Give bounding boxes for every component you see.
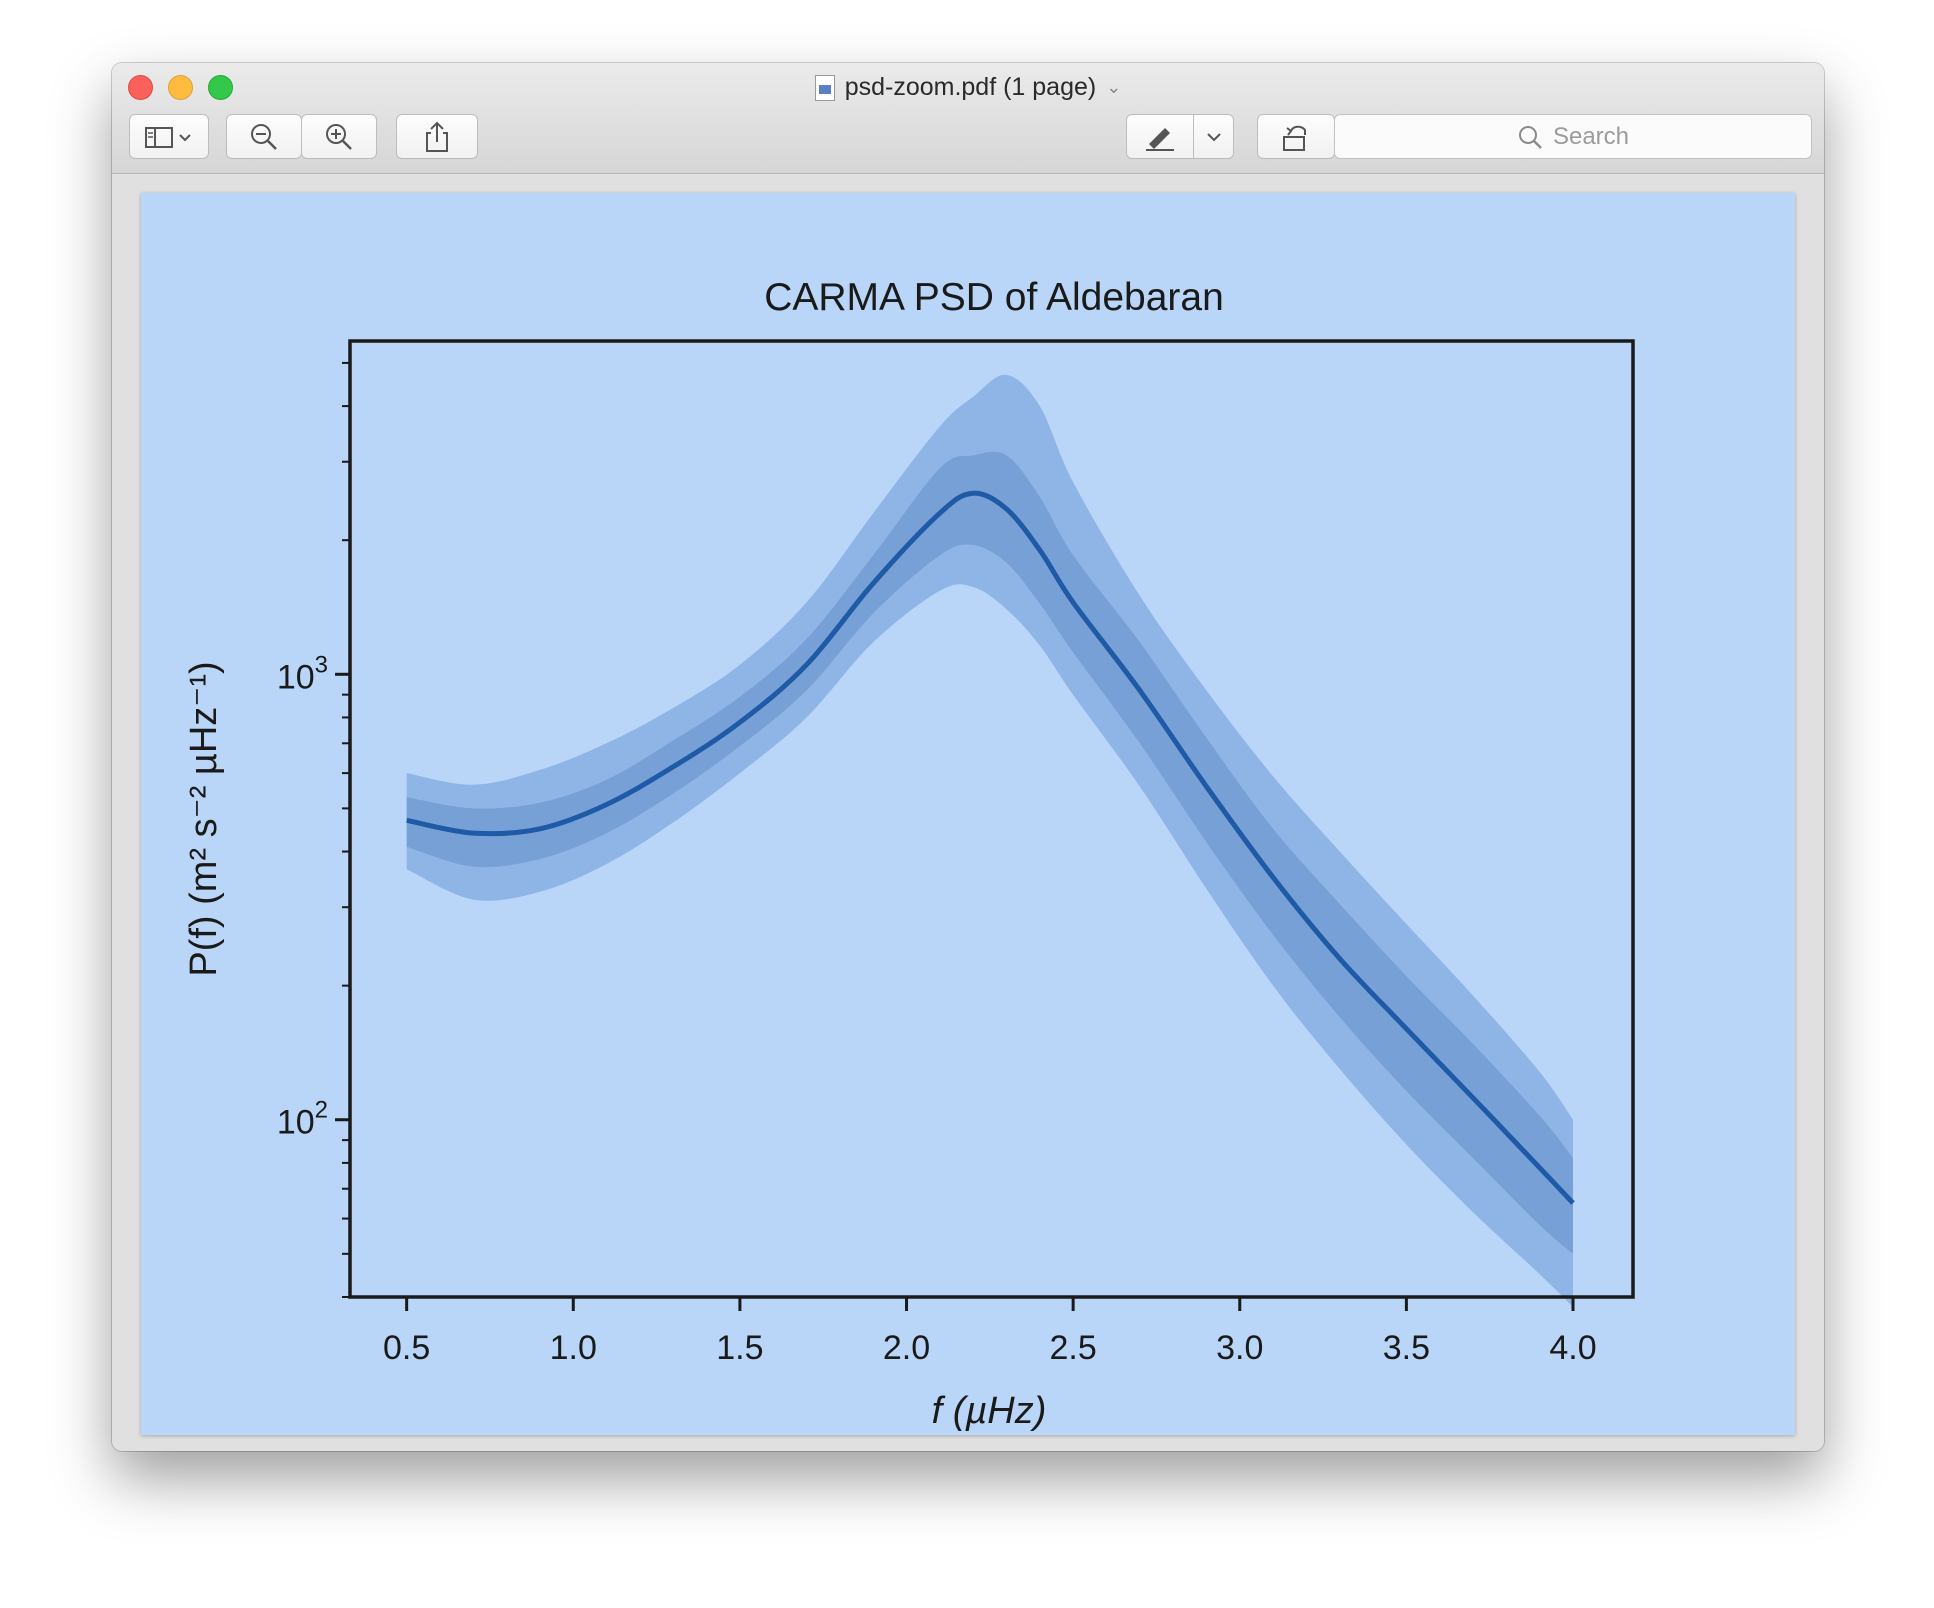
zoom-window-button[interactable] bbox=[208, 75, 233, 100]
share-button[interactable] bbox=[396, 114, 478, 159]
search-placeholder: Search bbox=[1552, 122, 1630, 150]
x-tick-label: 2.5 bbox=[1050, 1329, 1097, 1367]
pdf-page: CARMA PSD of Aldebaran 0.5 1.0 1.5 2.0 2.5 3.… bbox=[141, 193, 1795, 1435]
minimize-button[interactable] bbox=[168, 75, 193, 100]
x-tick-label: 3.5 bbox=[1383, 1329, 1430, 1367]
x-tick-label: 0.5 bbox=[383, 1329, 430, 1367]
sidebar-button[interactable] bbox=[129, 114, 209, 159]
chevron-down-icon: ⌄ bbox=[1106, 77, 1122, 97]
search-icon bbox=[1518, 125, 1542, 149]
x-axis: 0.5 1.0 1.5 2.0 2.5 3.0 3.5 4.0 bbox=[383, 1297, 1597, 1367]
x-tick-label: 2.0 bbox=[883, 1329, 930, 1367]
plot-frame bbox=[348, 339, 1635, 1299]
x-tick-label: 3.0 bbox=[1216, 1329, 1263, 1367]
document-area[interactable]: CARMA PSD of Aldebaran 0.5 1.0 1.5 2.0 2.5 3.… bbox=[112, 175, 1824, 1451]
y-axis: 102 103 bbox=[277, 361, 350, 1298]
close-button[interactable] bbox=[128, 75, 153, 100]
chart-title: CARMA PSD of Aldebaran bbox=[764, 276, 1224, 319]
x-tick-label: 4.0 bbox=[1549, 1329, 1596, 1367]
window-title-text: psd-zoom.pdf (1 page) bbox=[844, 73, 1097, 101]
y-axis-label: P(f) (m² s⁻² µHz⁻¹) bbox=[183, 661, 225, 976]
chevron-down-icon bbox=[1206, 132, 1221, 141]
y-tick-label: 103 bbox=[277, 651, 328, 696]
markup-pen-button[interactable] bbox=[1126, 114, 1194, 159]
credible-bands bbox=[406, 374, 1574, 1307]
zoom-out-button[interactable] bbox=[226, 114, 302, 159]
x-tick-label: 1.0 bbox=[550, 1329, 597, 1367]
x-tick-label: 1.5 bbox=[716, 1329, 763, 1367]
preview-window: psd-zoom.pdf (1 page) ⌄ bbox=[112, 63, 1824, 1451]
zoom-in-icon bbox=[326, 123, 352, 150]
zoom-out-icon bbox=[251, 123, 277, 150]
outer-credible-band bbox=[406, 374, 1574, 1307]
markup-options-button[interactable] bbox=[1193, 114, 1234, 159]
psd-chart: CARMA PSD of Aldebaran 0.5 1.0 1.5 2.0 2.5 3.… bbox=[183, 276, 1635, 1432]
sidebar-icon bbox=[145, 126, 191, 148]
rotate-icon bbox=[1283, 125, 1306, 151]
zoom-in-button[interactable] bbox=[301, 114, 377, 159]
x-axis-label: f (µHz) bbox=[932, 1390, 1047, 1432]
search-field[interactable]: Search bbox=[1334, 114, 1812, 159]
markup-pen-icon bbox=[1146, 127, 1174, 151]
pdf-document-icon bbox=[814, 74, 835, 101]
y-tick-label: 102 bbox=[277, 1097, 328, 1142]
titlebar: psd-zoom.pdf (1 page) ⌄ bbox=[112, 63, 1824, 174]
share-icon bbox=[426, 121, 448, 152]
psd-median-line bbox=[406, 490, 1575, 1205]
window-title[interactable]: psd-zoom.pdf (1 page) ⌄ bbox=[112, 73, 1824, 102]
rotate-button[interactable] bbox=[1257, 114, 1335, 159]
